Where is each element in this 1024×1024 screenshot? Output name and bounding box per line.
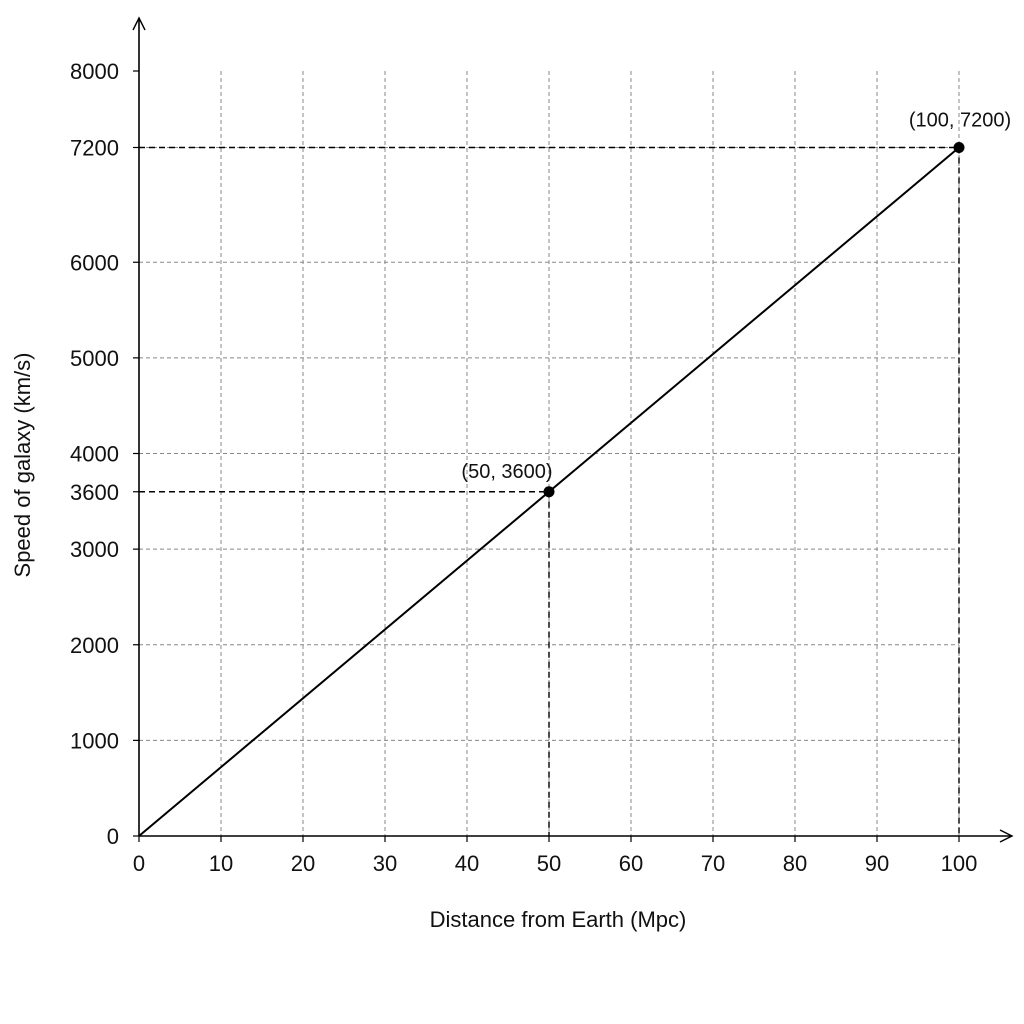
y-tick-label: 3600 <box>70 480 119 505</box>
x-tick-label: 40 <box>455 851 479 876</box>
x-tick-label: 30 <box>373 851 397 876</box>
y-tick-label: 4000 <box>70 442 119 467</box>
y-tick-label: 6000 <box>70 250 119 275</box>
guide-lines <box>139 146 960 836</box>
x-tick-label: 100 <box>941 851 978 876</box>
data-point-label: (100, 7200) <box>909 110 1011 132</box>
x-tick-label: 50 <box>537 851 561 876</box>
x-tick-label: 90 <box>865 851 889 876</box>
y-tick-label: 5000 <box>70 346 119 371</box>
y-tick-label: 2000 <box>70 633 119 658</box>
tick-labels: 0 10 20 30 40 50 60 70 80 90 100010002000300036004… <box>70 59 977 876</box>
y-tick-label: 1000 <box>70 728 119 753</box>
axes <box>132 16 1014 843</box>
x-axis-arrow-icon <box>999 829 1014 843</box>
y-axis-arrow-icon <box>132 16 146 31</box>
x-tick-label: 60 <box>619 851 643 876</box>
y-tick-label: 8000 <box>70 59 119 84</box>
grid <box>139 71 960 836</box>
x-axis-title: Distance from Earth (Mpc) <box>430 907 687 932</box>
y-tick-label: 0 <box>107 824 119 849</box>
x-tick-label: 70 <box>701 851 725 876</box>
data-point <box>543 486 555 498</box>
x-tick-label: 0 <box>133 851 145 876</box>
data-point-label: (50, 3600) <box>461 461 552 483</box>
x-tick-label: 10 <box>209 851 233 876</box>
y-axis-title: Speed of galaxy (km/s) <box>10 353 35 578</box>
y-tick-label: 3000 <box>70 537 119 562</box>
y-tick-label: 7200 <box>70 136 119 161</box>
marked-points: (50, 3600) (100, 7200) <box>461 110 1011 498</box>
x-tick-label: 20 <box>291 851 315 876</box>
x-tick-label: 80 <box>783 851 807 876</box>
data-point <box>953 142 965 153</box>
